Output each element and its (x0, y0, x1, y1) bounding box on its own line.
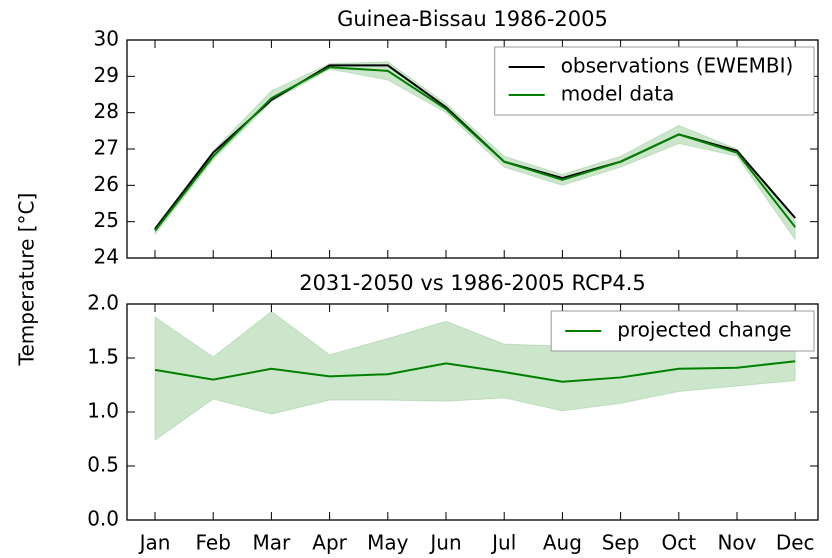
range-band (154, 61, 796, 242)
x-tick-label: Oct (662, 531, 697, 555)
legend-label: model data (561, 82, 675, 106)
y-tick-label: 26 (94, 172, 119, 196)
legend-label: projected change (617, 318, 791, 342)
y-tick-label: 25 (94, 208, 119, 232)
x-tick-label: Sep (602, 531, 640, 555)
series-line (154, 66, 796, 232)
x-tick-label: Jun (428, 531, 461, 555)
y-tick-label: 2.0 (87, 291, 119, 315)
y-axis-label: Temperature [°C] (15, 193, 39, 367)
legend-label: observations (EWEMBI) (561, 54, 794, 78)
y-tick-label: 30 (94, 27, 119, 51)
y-tick-label: 28 (94, 99, 119, 123)
x-tick-label: May (367, 531, 409, 555)
x-tick-label: Aug (543, 531, 582, 555)
x-tick-label: Nov (717, 531, 756, 555)
y-tick-label: 27 (94, 136, 119, 160)
x-tick-label: Mar (253, 531, 292, 555)
y-tick-label: 29 (94, 63, 119, 87)
y-tick-label: 24 (94, 245, 119, 269)
x-tick-label: Apr (312, 531, 347, 555)
legend-box (494, 46, 815, 116)
series-line (154, 360, 796, 383)
y-tick-label: 1.5 (87, 345, 119, 369)
x-tick-label: Dec (776, 531, 815, 555)
y-tick-label: 0.5 (87, 453, 119, 477)
x-tick-label: Jan (138, 531, 171, 555)
chart-title: Guinea-Bissau 1986-2005 (337, 7, 608, 31)
y-tick-label: 0.0 (87, 507, 119, 531)
x-tick-label: Feb (195, 531, 230, 555)
y-tick-label: 1.0 (87, 399, 119, 423)
x-tick-label: Jul (490, 531, 516, 555)
chart-title: 2031-2050 vs 1986-2005 RCP4.5 (299, 271, 646, 295)
